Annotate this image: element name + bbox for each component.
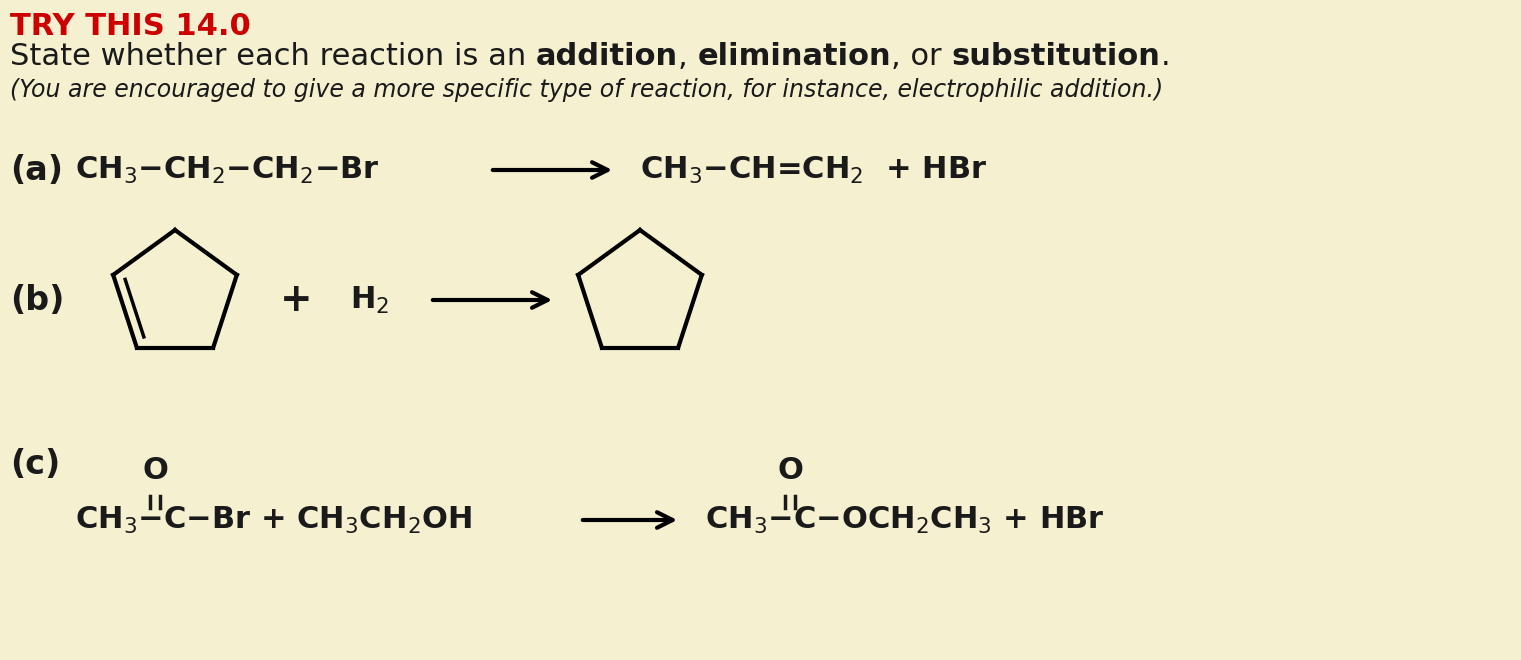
Text: ,: , [678, 42, 698, 71]
Text: CH$_3$−CH=CH$_2$  + HBr: CH$_3$−CH=CH$_2$ + HBr [640, 154, 987, 185]
Text: addition: addition [535, 42, 678, 71]
Text: O: O [777, 456, 803, 485]
Text: +: + [280, 281, 313, 319]
Text: (c): (c) [11, 449, 61, 482]
Text: (You are encouraged to give a more specific type of reaction, for instance, elec: (You are encouraged to give a more speci… [11, 78, 1164, 102]
Text: , or: , or [891, 42, 952, 71]
Text: TRY THIS 14.0: TRY THIS 14.0 [11, 12, 251, 41]
Text: CH$_3$−CH$_2$−CH$_2$−Br: CH$_3$−CH$_2$−CH$_2$−Br [75, 154, 380, 185]
Text: .: . [1161, 42, 1170, 71]
Text: elimination: elimination [698, 42, 891, 71]
Text: H$_2$: H$_2$ [350, 284, 389, 315]
Text: CH$_3$−C−OCH$_2$CH$_3$ + HBr: CH$_3$−C−OCH$_2$CH$_3$ + HBr [706, 504, 1104, 535]
Text: (a): (a) [11, 154, 62, 187]
Text: (b): (b) [11, 284, 64, 317]
Text: CH$_3$−C−Br + CH$_3$CH$_2$OH: CH$_3$−C−Br + CH$_3$CH$_2$OH [75, 504, 472, 535]
Text: substitution: substitution [952, 42, 1161, 71]
Text: O: O [141, 456, 167, 485]
Text: State whether each reaction is an: State whether each reaction is an [11, 42, 535, 71]
